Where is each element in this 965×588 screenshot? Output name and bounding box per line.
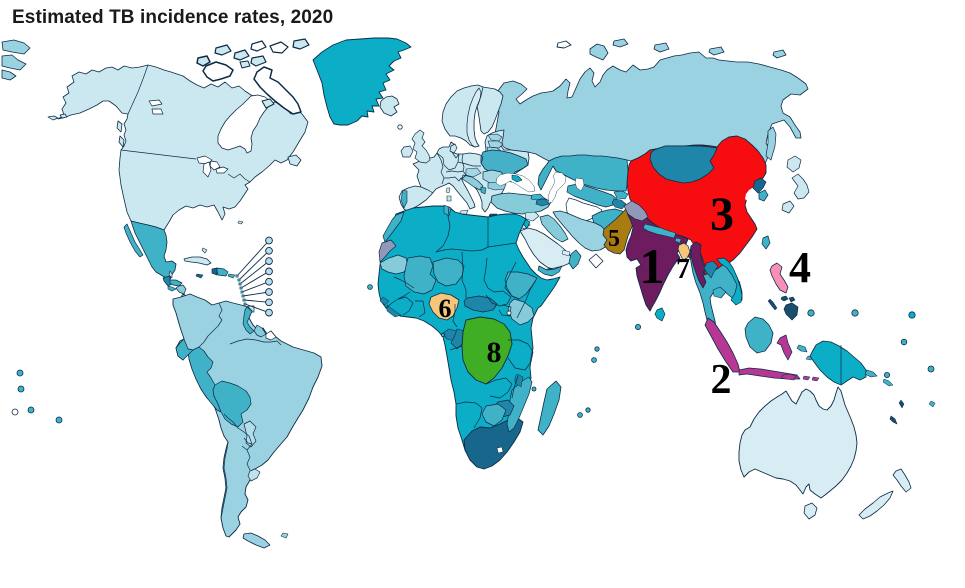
svg-text:2: 2 bbox=[711, 357, 732, 403]
svg-text:4: 4 bbox=[789, 243, 811, 292]
svg-text:1: 1 bbox=[640, 238, 665, 294]
svg-text:5: 5 bbox=[608, 226, 620, 252]
svg-text:8: 8 bbox=[487, 336, 502, 369]
svg-text:7: 7 bbox=[676, 254, 690, 285]
svg-text:3: 3 bbox=[710, 188, 734, 241]
svg-text:6: 6 bbox=[439, 294, 452, 323]
